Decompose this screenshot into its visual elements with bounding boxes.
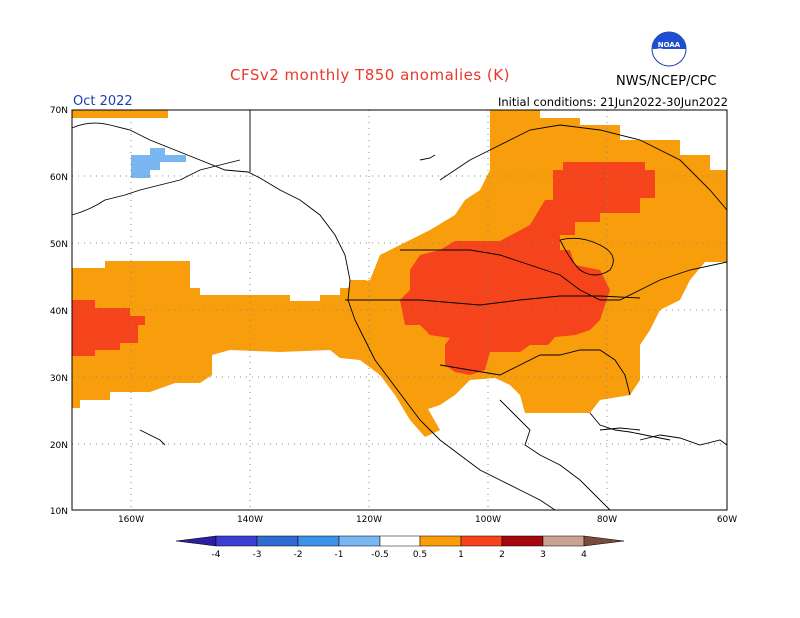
lon-label: 100W: [475, 515, 501, 525]
colorbar-segment: [542, 535, 585, 547]
colorbar-label: -3: [253, 550, 262, 560]
colorbar-label: -2: [294, 550, 303, 560]
latitude-labels: 70N 60N 50N 40N 30N 20N 10N: [50, 106, 68, 517]
lon-label: 140W: [237, 515, 263, 525]
hot-anomaly-pacific: [72, 300, 145, 356]
colorbar-label: 2: [499, 550, 505, 560]
colorbar-min-arrow: [175, 535, 217, 547]
colorbar-segment: [460, 535, 503, 547]
colorbar-segment: [215, 535, 258, 547]
colorbar-label: 3: [540, 550, 546, 560]
lat-label: 20N: [50, 441, 68, 451]
lon-label: 120W: [356, 515, 382, 525]
noaa-logo: NOAA: [651, 31, 687, 67]
lon-label: 160W: [118, 515, 144, 525]
colorbar-segment: [419, 535, 462, 547]
lat-label: 30N: [50, 374, 68, 384]
lon-label: 80W: [597, 515, 617, 525]
colorbar-segment: [338, 535, 381, 547]
lat-label: 10N: [50, 507, 68, 517]
colorbar-label: 0.5: [413, 550, 427, 560]
map-title: CFSv2 monthly T850 anomalies (K): [230, 66, 510, 84]
colorbar-segment: [501, 535, 544, 547]
hot-anomaly-north-america: [400, 162, 655, 375]
colorbar-label: -4: [212, 550, 221, 560]
cool-anomaly-alaska: [131, 148, 186, 178]
colorbar: -4 -3 -2 -1 -0.5 0.5 1 2 3 4: [175, 535, 625, 560]
colorbar-label: 1: [458, 550, 464, 560]
colorbar-label: -1: [335, 550, 344, 560]
coastlines: [71, 110, 728, 511]
lat-label: 50N: [50, 240, 68, 250]
agency-label: NWS/NCEP/CPC: [616, 74, 717, 89]
forecast-month: Oct 2022: [73, 94, 133, 109]
anomaly-fill: [72, 110, 727, 437]
initial-conditions: Initial conditions: 21Jun2022-30Jun2022: [497, 95, 728, 109]
colorbar-label: -0.5: [371, 550, 389, 560]
longitude-labels: 160W 140W 120W 100W 80W 60W: [118, 515, 737, 525]
colorbar-label: 4: [581, 550, 587, 560]
lat-label: 40N: [50, 307, 68, 317]
graticule: [72, 110, 727, 510]
colorbar-max-arrow: [583, 535, 625, 547]
colorbar-segment: [256, 535, 299, 547]
lat-label: 60N: [50, 173, 68, 183]
lon-label: 60W: [717, 515, 737, 525]
lat-label: 70N: [50, 106, 68, 116]
colorbar-segment: [379, 535, 421, 547]
svg-text:NOAA: NOAA: [658, 41, 681, 49]
colorbar-segment: [297, 535, 340, 547]
